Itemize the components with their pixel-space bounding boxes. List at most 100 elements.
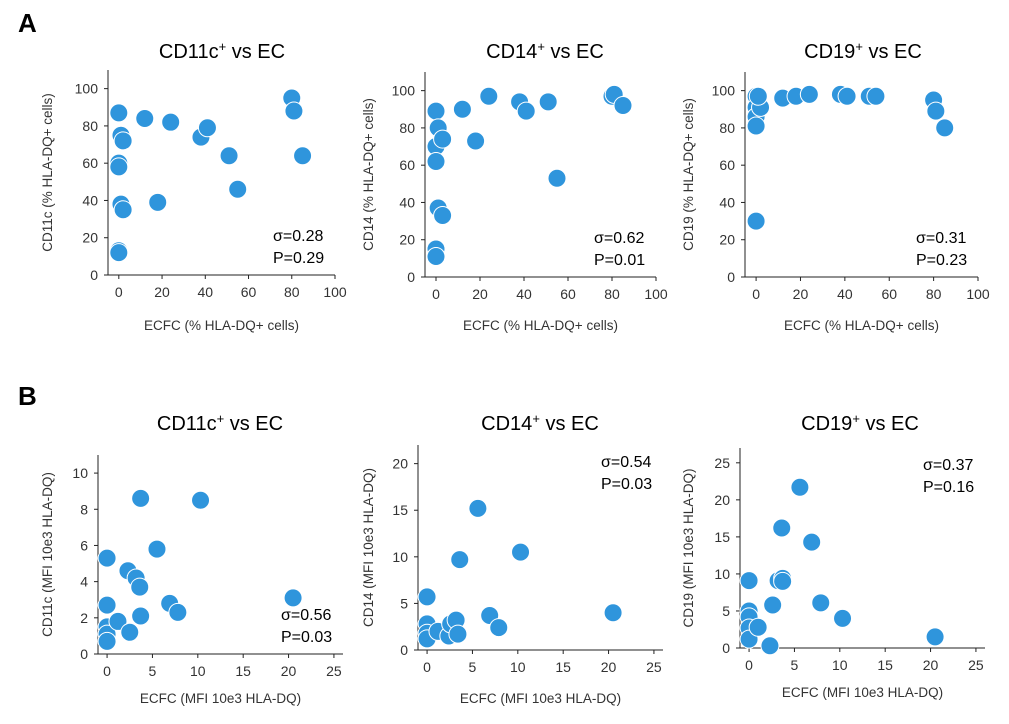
data-point <box>866 86 886 106</box>
x-tick-label: 80 <box>604 286 620 302</box>
data-point <box>219 146 239 166</box>
x-axis-label: ECFC (MFI 10e3 HLA-DQ) <box>140 691 301 706</box>
y-tick-label: 80 <box>399 120 415 136</box>
y-tick-label: 5 <box>722 603 730 619</box>
x-tick-label: 40 <box>837 286 853 302</box>
p-value-label: P=0.16 <box>923 479 974 496</box>
data-point <box>228 179 248 199</box>
data-point <box>746 211 766 231</box>
x-tick-label: 20 <box>601 659 617 675</box>
x-tick-label: 100 <box>966 286 990 302</box>
x-tick-label: 0 <box>752 286 760 302</box>
x-tick-label: 100 <box>323 284 347 300</box>
data-point <box>547 168 567 188</box>
data-point <box>790 477 810 497</box>
data-point <box>516 101 536 121</box>
x-tick-label: 5 <box>149 663 157 679</box>
data-point <box>113 131 133 151</box>
data-point <box>802 532 822 552</box>
x-tick-label: 25 <box>968 657 984 673</box>
data-point <box>120 622 140 642</box>
data-point <box>426 247 446 266</box>
x-axis-label: ECFC (% HLA-DQ+ cells) <box>144 318 299 333</box>
x-tick-label: 20 <box>923 657 939 673</box>
scatter-panel-b-2: CD14+ vs EC 0 5 10 15 20 25 0 5 10 15 20 ECFC (MFI 1… <box>361 411 663 706</box>
x-tick-label: 0 <box>432 286 440 302</box>
data-point <box>109 243 129 263</box>
data-point <box>746 116 766 136</box>
panel-label-a: A <box>18 8 37 38</box>
data-point <box>468 498 488 518</box>
x-tick-label: 20 <box>472 286 488 302</box>
x-tick-label: 20 <box>154 284 170 300</box>
data-point <box>452 99 472 119</box>
y-tick-label: 0 <box>722 640 730 656</box>
data-point <box>131 488 151 508</box>
data-point <box>925 627 945 647</box>
y-tick-label: 100 <box>392 83 416 99</box>
y-axis-label: CD14 (MFI 10e3 HLA-DQ) <box>361 468 376 627</box>
data-point <box>426 101 446 121</box>
data-point <box>191 490 211 510</box>
chart-title: CD11c+ vs EC <box>157 411 283 436</box>
y-axis-label: CD11c (MFI 10e3 HLA-DQ) <box>40 472 55 637</box>
x-tick-label: 20 <box>281 663 297 679</box>
p-value-label: P=0.23 <box>916 252 967 269</box>
data-point <box>466 131 486 151</box>
data-point <box>108 611 128 631</box>
data-point <box>926 101 946 121</box>
data-point <box>448 624 468 644</box>
data-point <box>811 593 831 613</box>
x-tick-label: 80 <box>926 286 942 302</box>
data-point <box>748 617 768 637</box>
scatter-panel-b-3: CD19+ vs EC 0 5 10 15 20 25 0 5 10 15 20 25 ECFC (MFI… <box>681 411 985 700</box>
x-tick-label: 5 <box>791 657 799 673</box>
scatter-panel-a-2: CD14+ vs EC 0 20 40 60 80 100 0 20 40 60 80 100 ECFC … <box>361 39 668 334</box>
y-tick-label: 20 <box>719 232 735 248</box>
y-tick-label: 15 <box>714 529 730 545</box>
data-point <box>450 550 470 570</box>
x-tick-label: 10 <box>832 657 848 673</box>
data-point <box>147 539 167 559</box>
x-tick-label: 80 <box>284 284 300 300</box>
y-tick-label: 100 <box>75 81 99 97</box>
y-axis-label: CD14 (% HLA-DQ+ cells) <box>361 98 376 251</box>
data-point <box>511 542 531 562</box>
x-tick-label: 60 <box>560 286 576 302</box>
data-point <box>417 587 437 607</box>
y-tick-label: 20 <box>399 232 415 248</box>
y-tick-label: 60 <box>82 155 98 171</box>
y-tick-label: 60 <box>719 157 735 173</box>
data-point <box>772 518 792 538</box>
data-point <box>161 112 181 132</box>
scatter-panel-a-1: CD11c+ vs EC 0 20 40 60 80 100 0 20 40 60 80 100 ECFC… <box>40 39 347 334</box>
y-axis-label: CD19 (% HLA-DQ+ cells) <box>681 98 696 251</box>
x-tick-label: 15 <box>555 659 571 675</box>
sigma-label: σ=0.54 <box>601 454 651 471</box>
data-point <box>168 602 188 622</box>
y-tick-label: 60 <box>399 157 415 173</box>
data-point <box>833 608 853 628</box>
x-tick-label: 15 <box>877 657 893 673</box>
data-point <box>113 200 133 220</box>
data-point <box>426 151 446 171</box>
y-tick-label: 4 <box>80 574 88 590</box>
data-point <box>283 588 303 608</box>
chart-title: CD11c+ vs EC <box>159 39 285 64</box>
y-tick-label: 0 <box>727 269 735 285</box>
data-point <box>130 577 150 597</box>
x-axis-label: ECFC (MFI 10e3 HLA-DQ) <box>460 691 621 706</box>
x-tick-label: 0 <box>103 663 111 679</box>
y-tick-label: 10 <box>392 549 408 565</box>
data-point <box>97 595 117 615</box>
data-point <box>748 86 768 106</box>
y-tick-label: 0 <box>80 646 88 662</box>
sigma-label: σ=0.31 <box>916 230 966 247</box>
y-tick-label: 40 <box>399 194 415 210</box>
data-point <box>479 86 499 106</box>
data-point <box>799 84 819 104</box>
data-point <box>760 636 780 656</box>
y-tick-label: 20 <box>392 456 408 472</box>
data-point <box>135 108 155 128</box>
y-tick-label: 80 <box>719 120 735 136</box>
